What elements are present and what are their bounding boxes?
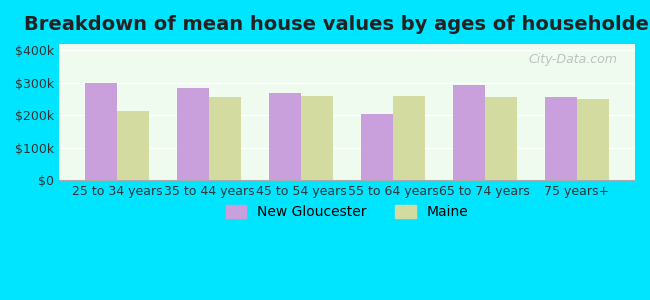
Bar (485, 97, 517, 180)
Bar (545, 97, 577, 180)
Bar (269, 93, 301, 180)
Legend: New Gloucester, Maine: New Gloucester, Maine (220, 200, 474, 225)
Bar (452, 85, 485, 180)
Bar (177, 88, 209, 180)
Bar (85, 83, 117, 180)
Text: City-Data.com: City-Data.com (529, 53, 617, 66)
Title: Breakdown of mean house values by ages of householders: Breakdown of mean house values by ages o… (24, 15, 650, 34)
Bar (301, 96, 333, 180)
Bar (361, 114, 393, 180)
Bar (393, 97, 425, 180)
Bar (117, 111, 150, 180)
Bar (209, 98, 241, 180)
Bar (577, 99, 609, 180)
